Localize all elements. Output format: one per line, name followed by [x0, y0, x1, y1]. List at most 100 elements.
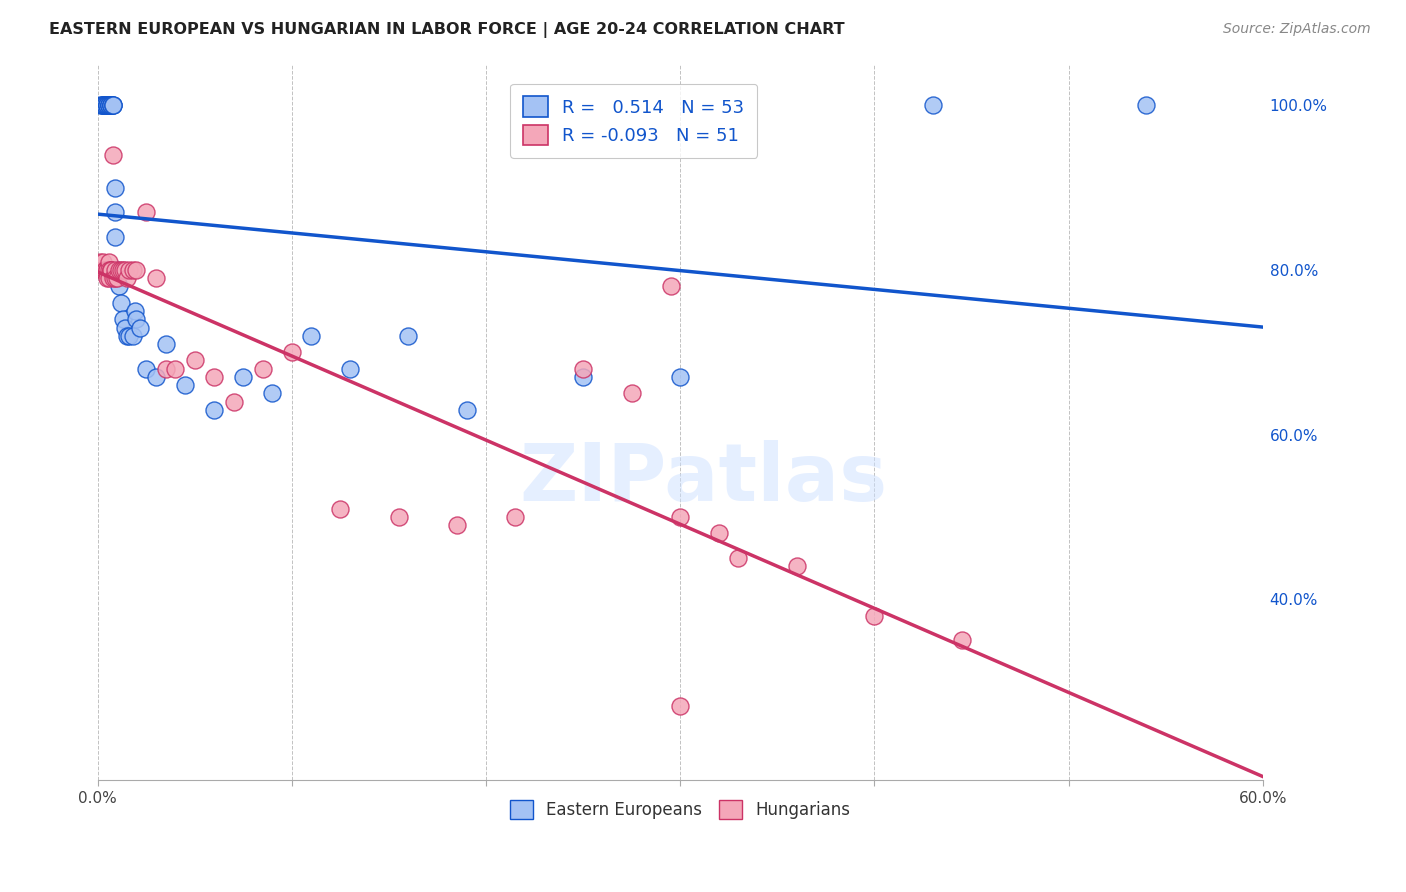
- Text: EASTERN EUROPEAN VS HUNGARIAN IN LABOR FORCE | AGE 20-24 CORRELATION CHART: EASTERN EUROPEAN VS HUNGARIAN IN LABOR F…: [49, 22, 845, 38]
- Point: [98, 98, 121, 112]
- Point: [446, 518, 468, 533]
- Point: [262, 386, 284, 401]
- Point: [202, 402, 225, 417]
- Point: [104, 180, 127, 194]
- Point: [950, 633, 973, 648]
- Point: [388, 509, 411, 524]
- Point: [121, 328, 143, 343]
- Point: [707, 526, 730, 541]
- Point: [503, 509, 526, 524]
- Point: [104, 271, 127, 285]
- Point: [115, 271, 138, 285]
- Point: [94, 263, 117, 277]
- Point: [100, 263, 122, 277]
- Point: [93, 98, 115, 112]
- Point: [222, 394, 245, 409]
- Point: [115, 328, 138, 343]
- Point: [669, 699, 692, 714]
- Point: [96, 98, 118, 112]
- Point: [94, 263, 117, 277]
- Text: ZIPatlas: ZIPatlas: [519, 441, 887, 518]
- Point: [863, 608, 886, 623]
- Point: [89, 254, 111, 268]
- Point: [329, 501, 352, 516]
- Point: [281, 345, 304, 359]
- Point: [118, 263, 141, 277]
- Point: [96, 271, 118, 285]
- Point: [93, 254, 115, 268]
- Point: [125, 312, 148, 326]
- Point: [669, 509, 692, 524]
- Point: [669, 370, 692, 384]
- Point: [114, 320, 136, 334]
- Point: [184, 353, 207, 368]
- Point: [174, 378, 197, 392]
- Point: [111, 263, 134, 277]
- Point: [135, 205, 157, 219]
- Point: [572, 361, 595, 376]
- Point: [101, 98, 124, 112]
- Point: [94, 98, 117, 112]
- Point: [114, 263, 136, 277]
- Point: [101, 98, 124, 112]
- Point: [108, 263, 131, 277]
- Point: [101, 271, 124, 285]
- Point: [101, 147, 124, 161]
- Point: [786, 559, 808, 574]
- Point: [94, 98, 117, 112]
- Point: [155, 361, 177, 376]
- Point: [155, 337, 177, 351]
- Text: Source: ZipAtlas.com: Source: ZipAtlas.com: [1223, 22, 1371, 37]
- Point: [100, 98, 122, 112]
- Point: [727, 551, 749, 566]
- Point: [202, 370, 225, 384]
- Point: [98, 254, 121, 268]
- Point: [232, 370, 254, 384]
- Point: [110, 295, 132, 310]
- Point: [456, 402, 478, 417]
- Point: [93, 98, 115, 112]
- Point: [100, 98, 122, 112]
- Point: [98, 98, 121, 112]
- Point: [165, 361, 187, 376]
- Point: [100, 263, 122, 277]
- Point: [93, 98, 115, 112]
- Point: [145, 370, 167, 384]
- Point: [124, 304, 146, 318]
- Point: [98, 98, 121, 112]
- Point: [96, 98, 118, 112]
- Point: [104, 230, 127, 244]
- Point: [135, 361, 157, 376]
- Point: [93, 263, 115, 277]
- Point: [104, 263, 127, 277]
- Point: [101, 98, 124, 112]
- Point: [111, 312, 134, 326]
- Point: [100, 98, 122, 112]
- Point: [98, 271, 121, 285]
- Point: [105, 263, 128, 277]
- Point: [98, 98, 121, 112]
- Point: [129, 320, 152, 334]
- Point: [1135, 98, 1157, 112]
- Point: [96, 98, 118, 112]
- Legend: Eastern Europeans, Hungarians: Eastern Europeans, Hungarians: [503, 793, 858, 826]
- Point: [299, 328, 322, 343]
- Point: [125, 263, 148, 277]
- Point: [145, 271, 167, 285]
- Point: [659, 279, 682, 293]
- Point: [121, 263, 143, 277]
- Point: [572, 370, 595, 384]
- Point: [96, 263, 118, 277]
- Point: [110, 263, 132, 277]
- Point: [98, 263, 121, 277]
- Point: [339, 361, 361, 376]
- Point: [100, 98, 122, 112]
- Point: [94, 98, 117, 112]
- Point: [89, 98, 111, 112]
- Point: [108, 279, 131, 293]
- Point: [105, 271, 128, 285]
- Point: [118, 328, 141, 343]
- Point: [104, 205, 127, 219]
- Point: [105, 271, 128, 285]
- Point: [96, 98, 118, 112]
